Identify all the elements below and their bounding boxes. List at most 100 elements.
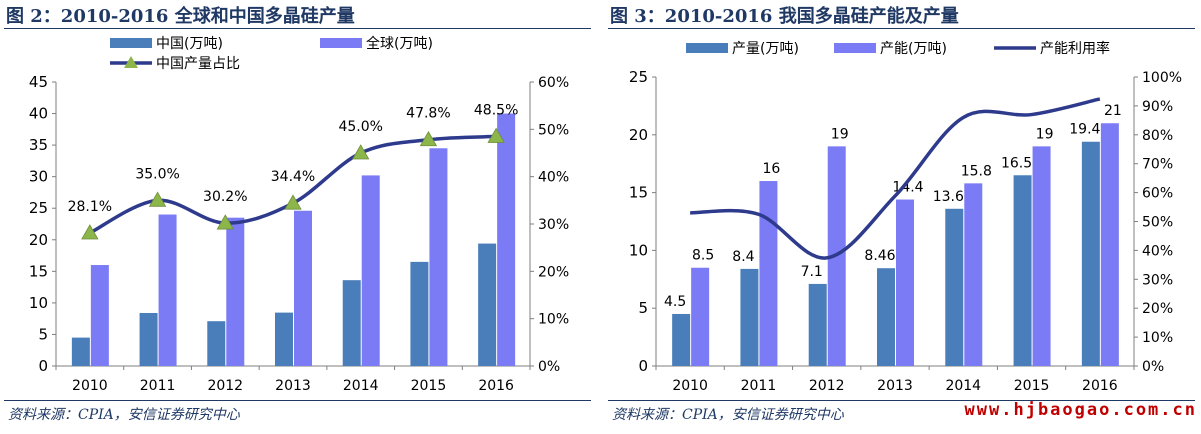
chart-title: 图 3：2010-2016 我国多晶硅产能及产量	[610, 6, 959, 27]
bar-data-label: 15.8	[961, 163, 992, 179]
bar-data-label: 8.46	[864, 248, 895, 264]
bar-secondary	[226, 217, 245, 366]
legend-swatch	[320, 38, 362, 48]
y-left-tick-label: 25	[29, 199, 48, 217]
bar-data-label: 8.5	[692, 248, 714, 264]
bar-primary	[877, 268, 895, 366]
y-left-tick-label: 5	[38, 325, 48, 343]
series-marker	[148, 191, 167, 207]
bar-primary	[71, 337, 90, 366]
bar-data-label: 13.6	[933, 189, 964, 205]
bar-primary	[275, 312, 293, 366]
series-line	[690, 97, 1101, 260]
y-left-tick-label: 5	[638, 299, 648, 317]
y-left-tick-label: 0	[38, 357, 48, 375]
y-right-tick-label: 20%	[1142, 301, 1173, 317]
x-tick-label: 2010	[72, 378, 108, 394]
y-right-tick-label: 40%	[1142, 243, 1173, 259]
series-marker	[352, 144, 370, 160]
chart-1-svg: 0 5 10 15 20 25 30 35 40 45 0% 10% 20% 30% 40% 50% 60% 20…	[29, 35, 569, 394]
series-marker	[81, 224, 99, 240]
y-right-tick-label: 30%	[538, 217, 569, 233]
y-left-tick-label: 10	[29, 294, 48, 312]
bar-primary	[342, 280, 361, 366]
bar-data-label: 7.1	[801, 264, 823, 280]
legend-swatch	[110, 38, 152, 48]
chart-panel-1: 图 2：2010-2016 全球和中国多晶硅产量 0 5 10 15 20 25 30 35 4…	[0, 0, 597, 434]
line-data-label: 30.2%	[203, 189, 247, 205]
y-left-tick-label: 25	[629, 68, 648, 86]
y-right-tick-label: 0%	[538, 359, 560, 375]
legend-label: 产能(万吨)	[880, 41, 947, 57]
y-right-tick-label: 20%	[538, 264, 569, 280]
bar-data-label: 8.4	[732, 249, 754, 265]
y-left-tick-label: 15	[629, 184, 648, 202]
bar-secondary	[1032, 146, 1051, 366]
y-left-tick-label: 45	[29, 73, 48, 91]
x-tick-label: 2016	[1082, 378, 1118, 394]
x-tick-label: 2016	[478, 378, 514, 394]
bar-primary	[478, 243, 497, 366]
line-data-label: 48.5%	[474, 102, 518, 118]
y-right-tick-label: 10%	[538, 312, 569, 328]
y-left-tick-label: 15	[29, 262, 48, 280]
x-tick-label: 2011	[140, 378, 176, 394]
legend-label: 中国产量占比	[156, 56, 240, 72]
y-right-tick-label: 40%	[538, 170, 569, 186]
line-data-label: 47.8%	[406, 106, 450, 122]
y-right-tick-label: 80%	[1142, 128, 1173, 144]
bar-primary	[410, 261, 429, 366]
bar-primary	[139, 312, 158, 366]
source-rule	[4, 400, 591, 401]
bar-secondary	[497, 113, 516, 366]
x-tick-label: 2014	[343, 378, 379, 394]
bar-secondary	[964, 183, 983, 366]
source-rule	[608, 400, 1195, 401]
series-marker	[284, 194, 302, 210]
line-data-label: 45.0%	[338, 119, 382, 135]
watermark: www.hjbaogao.com.cn	[964, 400, 1197, 420]
line-data-label: 34.4%	[271, 169, 315, 185]
chart-title: 图 2：2010-2016 全球和中国多晶硅产量	[6, 6, 355, 27]
line-data-label: 28.1%	[68, 199, 112, 215]
legend-label: 中国(万吨)	[156, 36, 223, 52]
bar-secondary	[361, 175, 380, 366]
series-marker	[216, 214, 234, 230]
y-left-tick-label: 30	[29, 168, 48, 186]
bar-secondary	[294, 210, 312, 366]
chart-2-svg: 0 5 10 15 20 25 0% 10% 20% 30% 40% 50% 60% 70% 80% 90% 1…	[629, 40, 1182, 394]
y-right-tick-label: 60%	[538, 75, 569, 91]
bar-primary	[672, 313, 691, 366]
series-marker	[487, 127, 505, 143]
legend-marker	[124, 56, 138, 68]
x-tick-label: 2011	[741, 378, 777, 394]
bar-secondary	[429, 148, 448, 366]
legend-label: 产量(万吨)	[732, 41, 799, 57]
source-note: 资料来源：CPIA，安信证券研究中心	[8, 407, 240, 423]
legend-label: 全球(万吨)	[366, 35, 433, 52]
x-tick-label: 2013	[275, 378, 311, 394]
line-data-label: 35.0%	[135, 166, 179, 182]
chart-panel-2: 图 3：2010-2016 我国多晶硅产能及产量 0 5 10 15 20 25 0% 10%…	[604, 0, 1201, 434]
y-right-tick-label: 70%	[1142, 157, 1173, 173]
bar-data-label: 19.4	[1069, 122, 1100, 138]
y-right-tick-label: 100%	[1142, 70, 1182, 86]
y-left-tick-label: 40	[29, 105, 48, 123]
x-tick-label: 2014	[945, 378, 981, 394]
y-right-tick-label: 90%	[1142, 99, 1173, 115]
bar-data-label: 19	[1036, 126, 1054, 142]
source-note: 资料来源：CPIA，安信证券研究中心	[612, 407, 844, 423]
y-right-tick-label: 50%	[1142, 215, 1173, 231]
y-right-tick-label: 30%	[1142, 272, 1173, 288]
y-left-tick-label: 35	[29, 136, 48, 154]
legend-label: 产能利用率	[1040, 40, 1110, 57]
bar-secondary	[759, 181, 778, 366]
bar-primary	[1081, 141, 1100, 366]
title-rule	[608, 28, 1195, 29]
y-left-tick-label: 20	[629, 126, 648, 144]
title-rule	[4, 28, 591, 29]
y-right-tick-label: 60%	[1142, 186, 1173, 202]
y-left-tick-label: 20	[29, 231, 48, 249]
bar-primary	[1013, 175, 1032, 366]
bar-primary	[740, 268, 759, 366]
